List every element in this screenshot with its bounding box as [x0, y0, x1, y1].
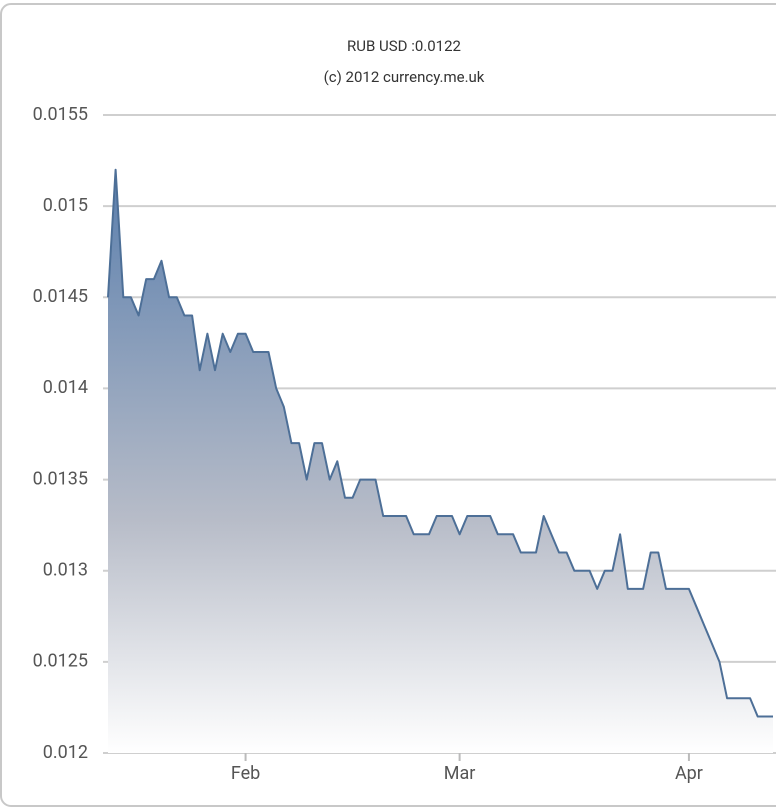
chart-subtitle: (c) 2012 currency.me.uk	[324, 68, 485, 86]
y-tick-label: 0.015	[43, 195, 88, 216]
chart-title: RUB USD :0.0122	[347, 37, 461, 55]
x-tick-label: Apr	[675, 763, 703, 784]
y-tick-label: 0.0135	[33, 468, 88, 489]
y-tick-label: 0.013	[43, 559, 88, 580]
y-tick-label: 0.0125	[33, 651, 88, 672]
x-tick-label: Mar	[444, 763, 476, 784]
y-tick-label: 0.0145	[33, 286, 88, 307]
x-tick-label: Feb	[231, 763, 260, 784]
line	[107, 168, 773, 718]
y-tick-label: 0.012	[43, 742, 88, 763]
y-tick-label: 0.014	[43, 377, 88, 398]
y-tick-label: 0.0155	[33, 104, 88, 125]
area-fill	[108, 169, 773, 753]
